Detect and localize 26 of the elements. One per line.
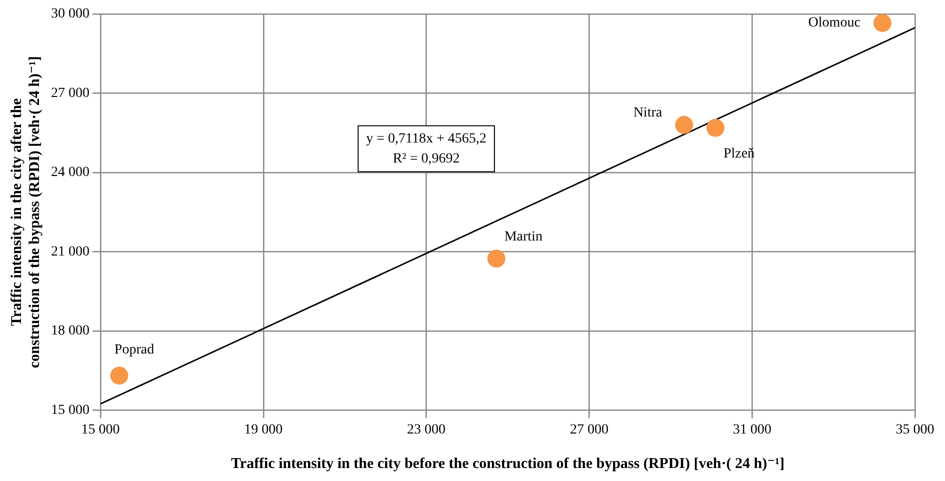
x-tick-label: 23 000 bbox=[407, 422, 446, 438]
annotation: y = 0,7118x + 4565,2 bbox=[366, 131, 486, 146]
annotation: R² = 0,9692 bbox=[392, 151, 460, 166]
x-tick-label: 35 000 bbox=[896, 422, 934, 438]
point bbox=[487, 250, 506, 268]
annotation: Poprad bbox=[114, 342, 154, 358]
annotation: Martin bbox=[504, 229, 542, 244]
y-tick-label: 15 000 bbox=[51, 402, 90, 418]
point bbox=[706, 118, 724, 137]
y-tick-label: 21 000 bbox=[51, 244, 90, 260]
x-axis-title: Traffic intensity in the city before the construction of the bypass (RPDI) [veh·( 24 h)⁻¹] bbox=[231, 456, 784, 472]
x-tick-label: 27 000 bbox=[570, 422, 608, 438]
y-tick-label: 24 000 bbox=[51, 165, 90, 180]
point bbox=[110, 366, 128, 385]
annotation: Plzeň bbox=[723, 146, 755, 162]
x-tick-label: 19 000 bbox=[244, 422, 283, 438]
y-axis-title: Traffic intensity in the city after the construction of the bypass (RPDI) [veh·( 24 h)⁻¹] bbox=[8, 56, 43, 368]
y-tick-label: 18 000 bbox=[51, 324, 90, 339]
y-tick-label: 30 000 bbox=[51, 6, 90, 22]
annotation: Olomouc bbox=[808, 16, 860, 31]
point bbox=[873, 14, 892, 32]
y-tick-label: 27 000 bbox=[51, 86, 90, 101]
point bbox=[675, 116, 694, 134]
x-tick-label: 31 000 bbox=[732, 422, 772, 438]
x-tick-label: 15 000 bbox=[81, 422, 120, 438]
annotation: Nitra bbox=[633, 106, 663, 121]
